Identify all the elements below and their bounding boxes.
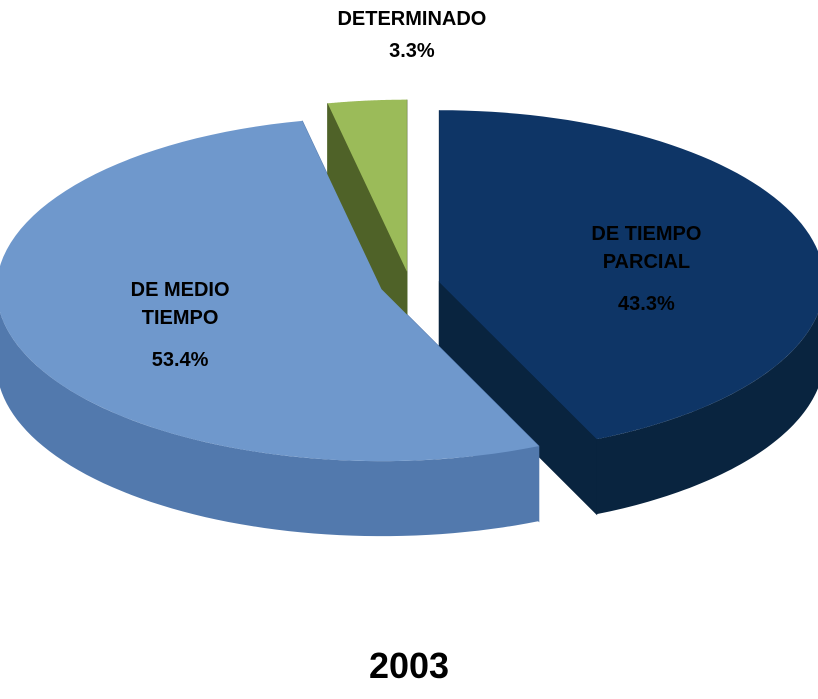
chart-title: 2003	[368, 645, 450, 686]
value-label: 53.4%	[151, 349, 209, 372]
slice-label: POR OBRA O PROYECTO DETERMINADO	[337, 0, 487, 30]
slice-label: DE TIEMPO PARCIAL	[591, 223, 702, 274]
slice-label: DE MEDIO TIEMPO	[130, 279, 230, 330]
slice-side	[596, 313, 818, 515]
value-label: 3.3%	[389, 39, 435, 62]
slice-wall	[438, 280, 598, 516]
slice	[439, 110, 818, 440]
slice	[0, 120, 539, 462]
slice-side	[0, 312, 539, 537]
value-label: 43.3%	[618, 293, 675, 316]
slice	[327, 99, 407, 272]
